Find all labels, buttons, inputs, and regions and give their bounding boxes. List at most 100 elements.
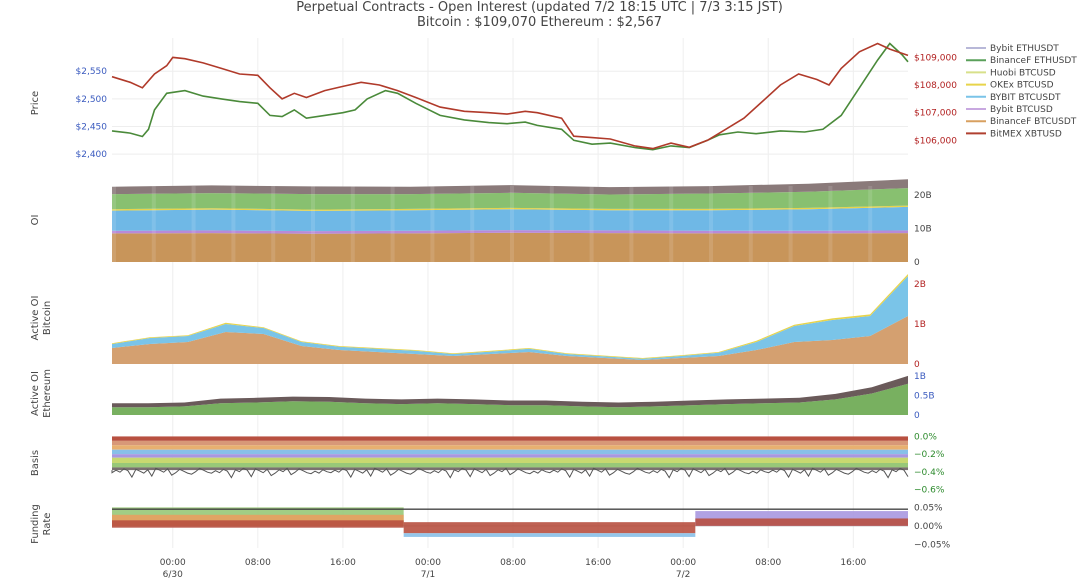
oi-stripe-27: [470, 186, 475, 262]
oi-right-tick-0: 20B: [914, 191, 932, 201]
active_oi_btc-right-tick-1: 1B: [914, 320, 926, 330]
oi-layer-3: [112, 205, 908, 211]
x-tick-label-0: 00:00: [160, 558, 186, 568]
oi-stripe-45: [709, 186, 713, 262]
oi-right-tick-1: 10B: [914, 224, 932, 234]
legend-label-2: Huobi BTCUSD: [990, 68, 1056, 78]
price-right-tick-2: $107,000: [914, 109, 957, 119]
active_oi_btc-right-tick-0: 2B: [914, 280, 926, 290]
oi-stripe-57: [868, 186, 873, 262]
oi-stripe-54: [828, 186, 833, 262]
basis-right-tick-3: −0.6%: [914, 486, 945, 496]
price-right-tick-3: $106,000: [914, 136, 957, 146]
funding-segment-6: [695, 518, 908, 526]
legend-label-3: OKEx BTCUSD: [990, 81, 1054, 91]
active_oi_eth-layer-1: [112, 375, 908, 408]
price-left-tick-2: $2,450: [76, 123, 108, 133]
legend-label-5: Bybit BTCUSD: [990, 105, 1053, 115]
x-tick-label-4: 08:00: [500, 558, 526, 568]
oi-layer-5: [112, 179, 908, 195]
oi-stripe-33: [549, 186, 554, 262]
panel-ylabel2-funding: Rate: [42, 513, 53, 536]
panel-ylabel-active_oi_btc: Active OI: [30, 296, 41, 341]
oi-right-tick-2: 0: [914, 258, 920, 268]
oi-stripe-15: [311, 186, 315, 262]
legend-label-4: BYBIT BTCUSDT: [990, 93, 1061, 103]
oi-layer-0: [112, 232, 908, 262]
price-left-tick-1: $2,500: [76, 95, 108, 105]
oi-stripe-30: [510, 186, 514, 262]
x-tick-label-6: 00:00: [670, 558, 696, 568]
oi-stripe-21: [390, 186, 395, 262]
oi-stripe-24: [430, 186, 435, 262]
x-tick-label-7: 08:00: [755, 558, 781, 568]
active_oi_eth-layer-0: [112, 383, 908, 415]
oi-stripe-42: [669, 186, 674, 262]
chart-title-block: Perpetual Contracts - Open Interest (upd…: [0, 0, 1079, 30]
panel-ylabel-funding: Funding: [30, 504, 41, 544]
x-tick-sublabel-6: 7/2: [676, 570, 690, 580]
x-tick-sublabel-3: 7/1: [421, 570, 435, 580]
funding-right-tick-1: 0.00%: [914, 522, 943, 532]
oi-layer-2: [112, 206, 908, 232]
active_oi_eth-right-tick-0: 1B: [914, 372, 926, 382]
x-tick-label-2: 16:00: [330, 558, 356, 568]
price-left-tick-3: $2,400: [76, 150, 108, 160]
basis-band-4: [112, 454, 908, 458]
active_oi_eth-right-tick-1: 0.5B: [914, 391, 935, 401]
basis-right-tick-0: 0.0%: [914, 432, 937, 442]
oi-stripe-39: [629, 186, 634, 262]
price-right-tick-1: $108,000: [914, 81, 957, 91]
basis-band-5: [112, 457, 908, 463]
oi-layer-1: [112, 230, 908, 234]
legend-label-6: BinanceF BTCUSDT: [990, 117, 1077, 127]
oi-stripe-6: [191, 186, 196, 262]
oi-stripe-18: [350, 186, 355, 262]
basis-band-1: [112, 440, 908, 446]
legend-label-0: Bybit ETHUSDT: [990, 44, 1059, 54]
x-tick-label-5: 16:00: [585, 558, 611, 568]
basis-right-tick-2: −0.4%: [914, 468, 945, 478]
active_oi_btc-right-tick-2: 0: [914, 360, 920, 370]
chart-title: Perpetual Contracts - Open Interest (upd…: [296, 0, 783, 15]
x-tick-label-3: 00:00: [415, 558, 441, 568]
panel-ylabel-active_oi_eth: Active OI: [30, 371, 41, 416]
basis-band-2: [112, 445, 908, 450]
active_oi_btc-layer-0: [112, 316, 908, 364]
x-tick-sublabel-0: 6/30: [163, 570, 183, 580]
oi-stripe-48: [748, 186, 753, 262]
funding-segment-3: [403, 522, 696, 534]
x-tick-label-8: 16:00: [840, 558, 866, 568]
oi-stripe-3: [151, 186, 156, 262]
basis-lower-edge: [111, 467, 909, 479]
panel-ylabel-basis: Basis: [30, 450, 41, 476]
basis-band-0: [112, 436, 908, 441]
funding-right-tick-0: 0.05%: [914, 503, 943, 513]
active_oi_eth-right-tick-2: 0: [914, 411, 920, 421]
basis-band-3: [112, 449, 908, 455]
x-tick-label-1: 08:00: [245, 558, 271, 568]
basis-right-tick-1: −0.2%: [914, 450, 945, 460]
oi-stripe-0: [112, 186, 116, 262]
oi-stripe-36: [589, 186, 594, 262]
oi-stripe-12: [271, 186, 276, 262]
legend-label-7: BitMEX XBTUSD: [990, 129, 1062, 139]
oi-layer-4: [112, 188, 908, 210]
basis-band-6: [112, 463, 908, 468]
price-left-tick-0: $2,550: [76, 67, 108, 77]
funding-segment-4: [403, 533, 696, 537]
price-series-bitcoin: [111, 42, 909, 150]
price-series-ethereum: [111, 42, 909, 151]
chart-subtitle: Bitcoin : $109,070 Ethereum : $2,567: [416, 15, 663, 30]
oi-stripe-51: [788, 186, 793, 262]
panel-ylabel2-active_oi_btc: Bitcoin: [42, 301, 53, 335]
basis-band-7: [112, 467, 908, 471]
panel-ylabel-price: Price: [30, 91, 41, 115]
funding-segment-2: [112, 520, 404, 528]
oi-stripe-9: [231, 186, 236, 262]
panel-ylabel2-active_oi_eth: Ethereum: [42, 369, 53, 418]
legend-label-1: BinanceF ETHUSDT: [990, 56, 1077, 66]
price-right-tick-0: $109,000: [914, 53, 957, 63]
funding-right-tick-2: −0.05%: [914, 540, 951, 550]
